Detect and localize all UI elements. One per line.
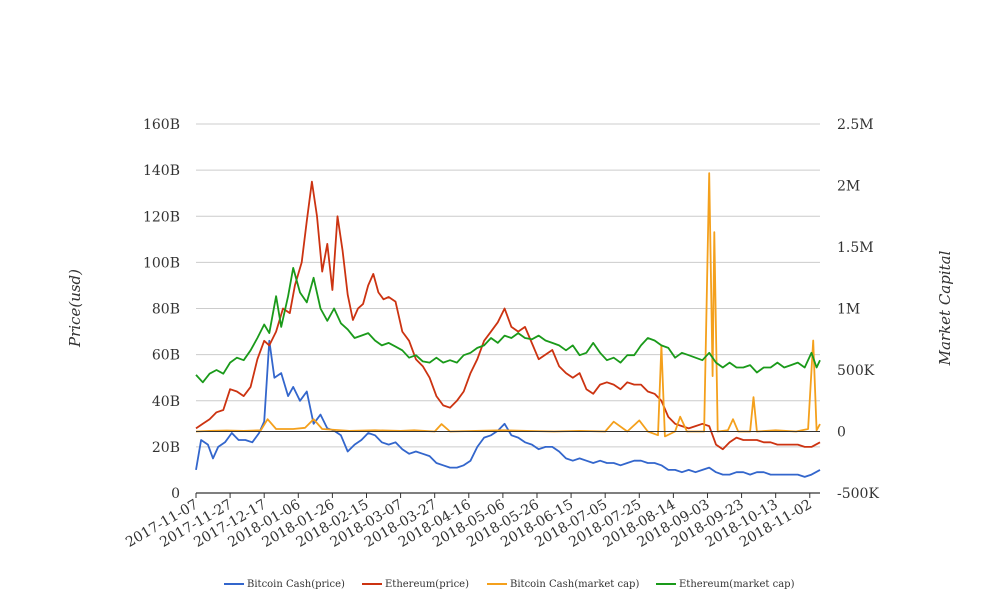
- y2-axis-title: Market Capital: [936, 250, 954, 366]
- legend-label: Bitcoin Cash(market cap): [510, 579, 639, 590]
- y-tick-label: 40B: [152, 394, 180, 410]
- y-tick-label: 80B: [152, 302, 180, 318]
- y-tick-label: 140B: [143, 163, 180, 179]
- y-tick-label: 100B: [143, 255, 180, 271]
- y-tick-label: 120B: [143, 209, 180, 225]
- legend-label: Ethereum(price): [385, 579, 469, 590]
- y-tick-label: 60B: [152, 348, 180, 364]
- y-tick-label: 160B: [143, 117, 180, 133]
- series-line-0: [195, 339, 821, 478]
- y2-tick-label: 1M: [837, 302, 860, 318]
- legend-label: Bitcoin Cash(price): [247, 579, 345, 590]
- series-line-2: [195, 172, 821, 438]
- y2-tick-label: 2.5M: [837, 117, 874, 133]
- series-line-1: [195, 180, 821, 451]
- y-tick-label: 20B: [152, 440, 180, 456]
- y2-tick-label: 2M: [837, 179, 860, 195]
- y2-tick-label: 0: [837, 425, 846, 441]
- legend: Bitcoin Cash(price) Ethereum(price) Bitcoi…: [224, 579, 795, 590]
- y2-tick-label: -500K: [837, 486, 879, 502]
- y2-tick-label: 500K: [837, 363, 875, 379]
- legend-label: Ethereum(market cap): [679, 579, 795, 590]
- y-tick-label: 0: [171, 486, 180, 502]
- series-line-3: [195, 266, 821, 384]
- y2-tick-label: 1.5M: [837, 240, 874, 256]
- y-axis-title: Price(usd): [66, 269, 84, 348]
- axes: 0 20B 40B 60B 80B 100B 120B 140B 160B -500K 0 500K 1…: [123, 117, 879, 551]
